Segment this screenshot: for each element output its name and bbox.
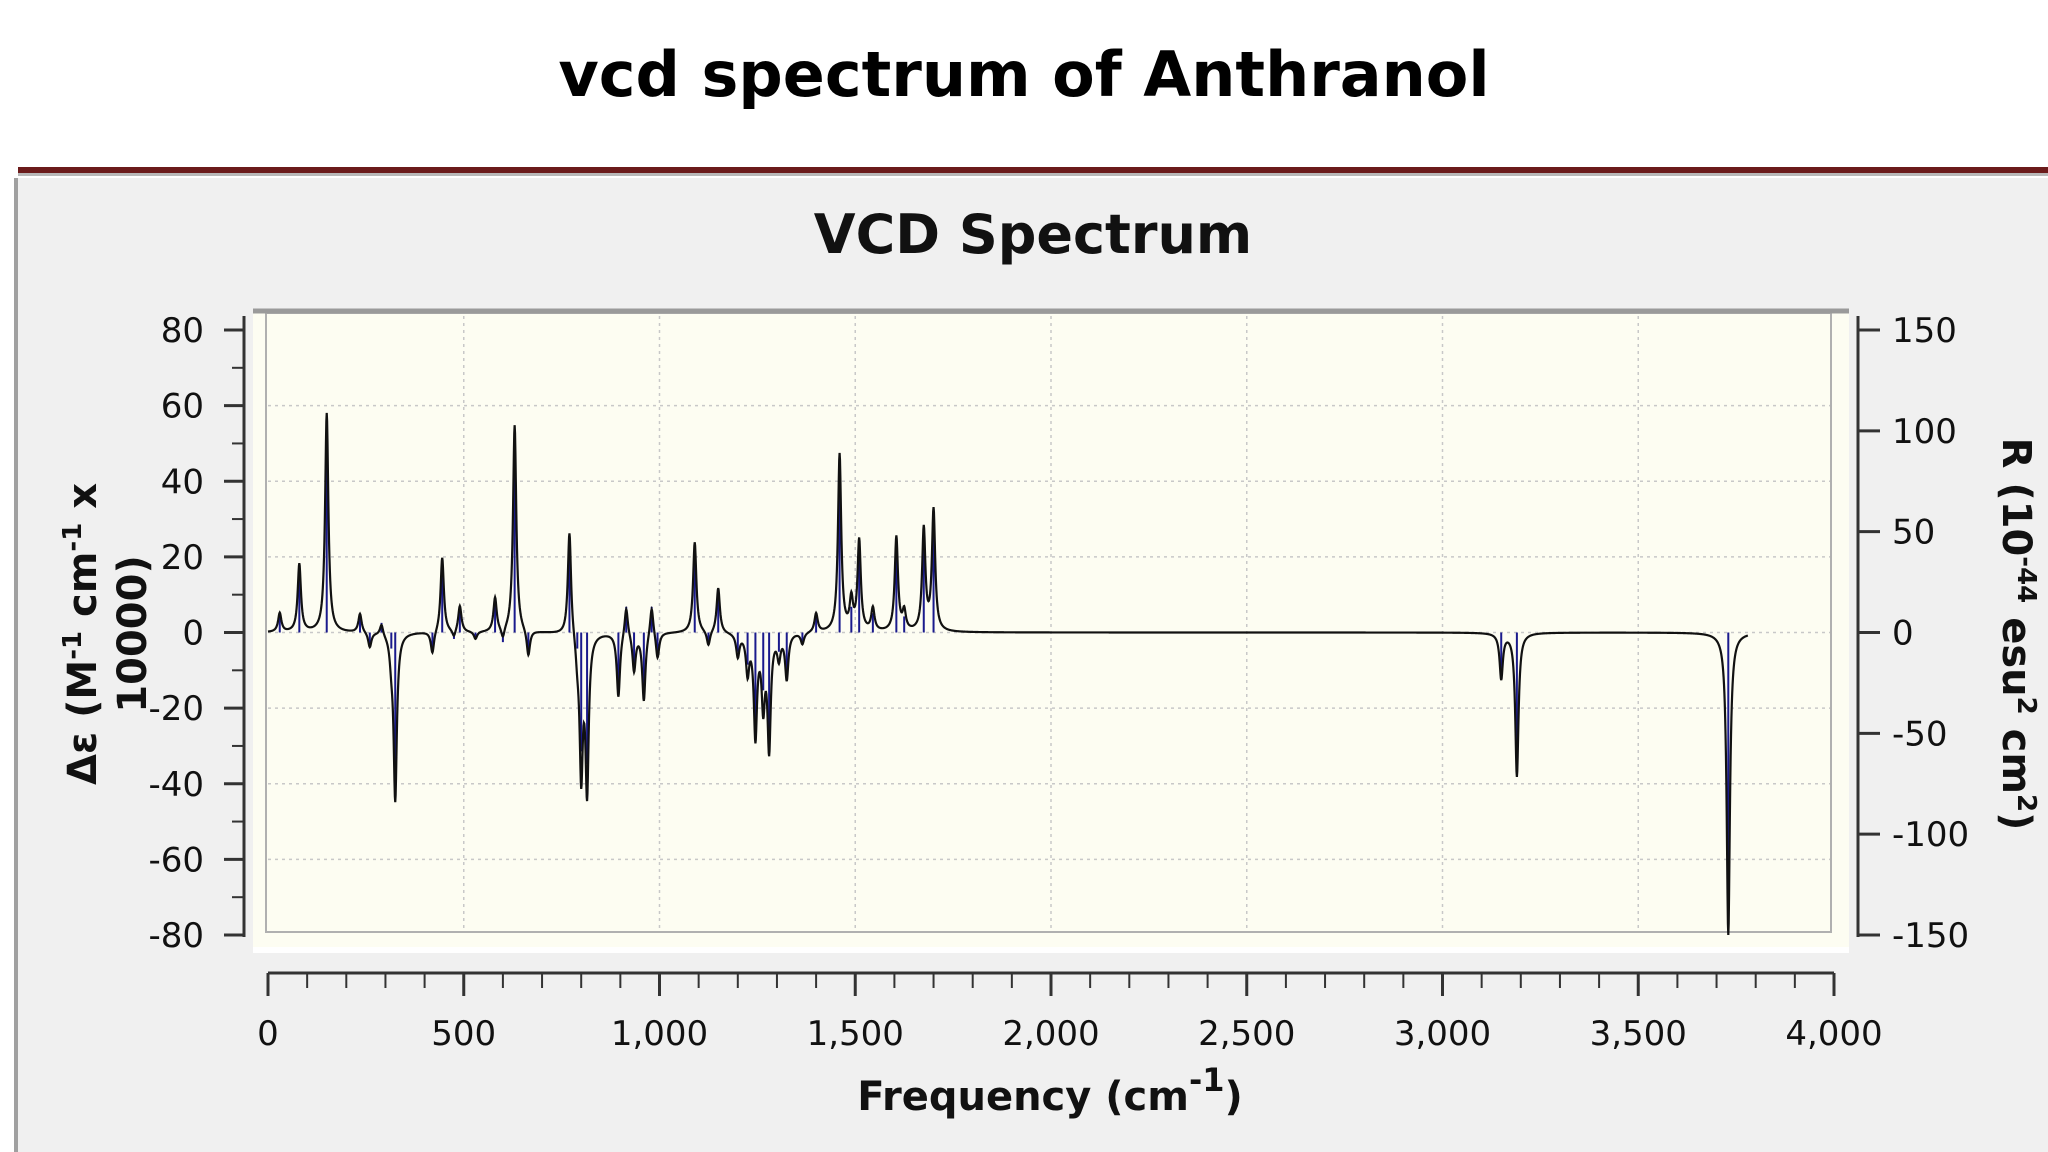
y-right-tick-label: 100 (1892, 412, 1957, 452)
page-title: vcd spectrum of Anthranol (558, 38, 1490, 111)
y-axis-right-ticks: 150 100 50 0 -50 -100 -150 (1858, 311, 1969, 956)
spectrum-line (267, 412, 1749, 936)
y-left-tick-label: 0 (182, 614, 204, 654)
y-left-tick-label: -60 (148, 840, 204, 880)
y-axis-left-ticks: 80 60 40 20 0 -20 -40 -60 -80 (148, 311, 244, 956)
y-left-tick-label: 20 (161, 538, 204, 578)
y-left-tick-label: -40 (148, 765, 204, 805)
x-tick-label: 500 (431, 1014, 496, 1054)
x-tick-label: 4,000 (1785, 1014, 1882, 1054)
title-divider-shadow (18, 173, 2048, 176)
chart-title: VCD Spectrum (814, 203, 1252, 266)
y-right-tick-label: 50 (1892, 513, 1935, 553)
y-right-tick-label: 150 (1892, 311, 1957, 351)
x-tick-label: 2,000 (1002, 1014, 1099, 1054)
stick-spectrum (278, 446, 1730, 890)
y-right-tick-label: -100 (1892, 815, 1969, 855)
x-tick-label: 0 (257, 1014, 279, 1054)
chart-panel: VCD Spectrum 80 60 40 20 0 -20 -40 -60 -80 150 10… (14, 178, 2048, 1152)
y-right-tick-label: -150 (1892, 916, 1969, 956)
y-axis-right-title: R (10-44 esu2 cm2) (1993, 438, 2041, 831)
y-axis-left-title-line2: 10000) (110, 555, 156, 712)
x-axis-title: Frequency (cm-1) (857, 1061, 1243, 1120)
y-left-tick-label: 80 (161, 311, 204, 351)
y-left-tick-label: -20 (148, 689, 204, 729)
y-left-tick-label: -80 (148, 916, 204, 956)
vcd-chart: VCD Spectrum 80 60 40 20 0 -20 -40 -60 -80 150 10… (58, 203, 2041, 1120)
x-tick-label: 2,500 (1198, 1014, 1295, 1054)
y-right-tick-label: 0 (1892, 614, 1914, 654)
x-tick-label: 3,000 (1394, 1014, 1491, 1054)
x-tick-label: 1,000 (611, 1014, 708, 1054)
y-left-tick-label: 60 (161, 387, 204, 427)
y-axis-left-title: Δε (M-1 cm-1 x (58, 483, 106, 785)
x-tick-label: 1,500 (807, 1014, 904, 1054)
y-right-tick-label: -50 (1892, 714, 1948, 754)
x-axis-ticks: 0 500 1,000 1,500 2,000 2,500 3,000 3,500 4,000 (257, 973, 1883, 1054)
y-left-tick-label: 40 (161, 462, 204, 502)
x-tick-label: 3,500 (1590, 1014, 1687, 1054)
title-divider (18, 167, 2048, 173)
